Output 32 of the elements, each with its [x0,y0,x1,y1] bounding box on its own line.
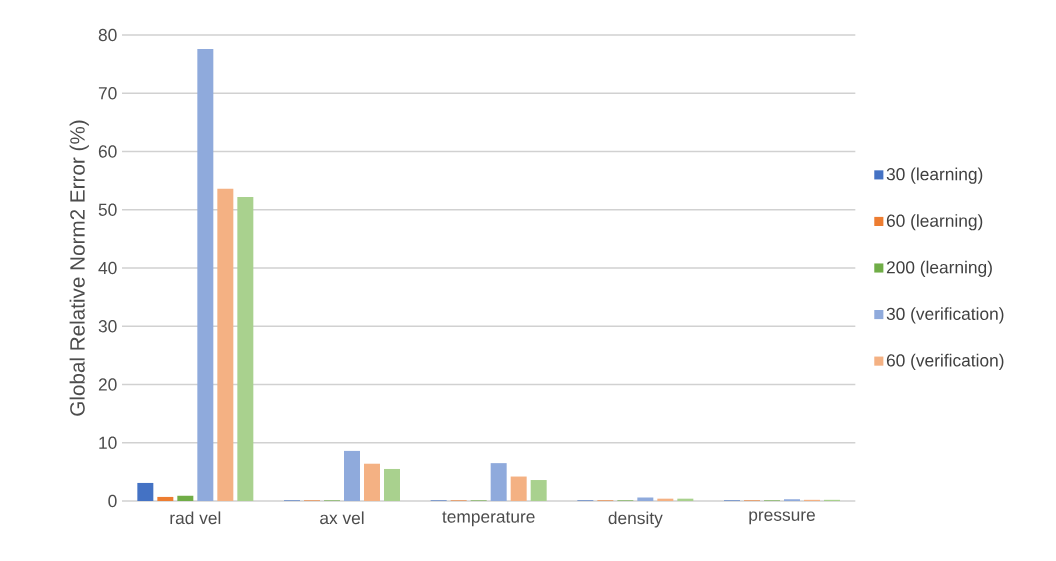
bar [364,463,380,501]
bar [344,450,360,501]
bar [217,188,234,501]
y-tick-label: 0 [108,494,117,508]
bar [510,476,527,501]
y-tick-label: 50 [98,203,117,216]
legend-label: 30 (learning) [886,167,983,184]
x-tick-label: density [608,511,663,528]
y-tick-label: 80 [98,28,117,42]
bar [490,463,507,501]
y-axis-title: Global Relative Norm2 Error (%) [69,120,89,416]
x-tick-label: pressure [749,511,815,525]
bar [384,468,401,501]
bar [157,496,174,501]
bar [197,48,214,501]
y-tick-label: 70 [98,87,117,100]
y-tick-label: 40 [98,261,117,275]
x-tick-label: temperature [442,511,535,527]
legend-label: 60 (learning) [886,214,983,231]
bar [177,495,194,501]
y-tick-label: 30 [98,320,117,333]
bar [237,196,254,501]
x-tick-label: rad vel [170,511,221,525]
legend-label: 200 (learning) [886,260,992,277]
legend-label: 60 (verification) [886,353,1004,370]
bar [530,480,547,501]
x-tick-label: ax vel [320,511,364,525]
legend-label: 30 (verification) [886,307,1004,324]
y-tick-label: 60 [98,145,117,158]
bar [137,482,154,501]
y-tick-label: 10 [99,436,117,449]
y-tick-label: 20 [98,378,117,391]
